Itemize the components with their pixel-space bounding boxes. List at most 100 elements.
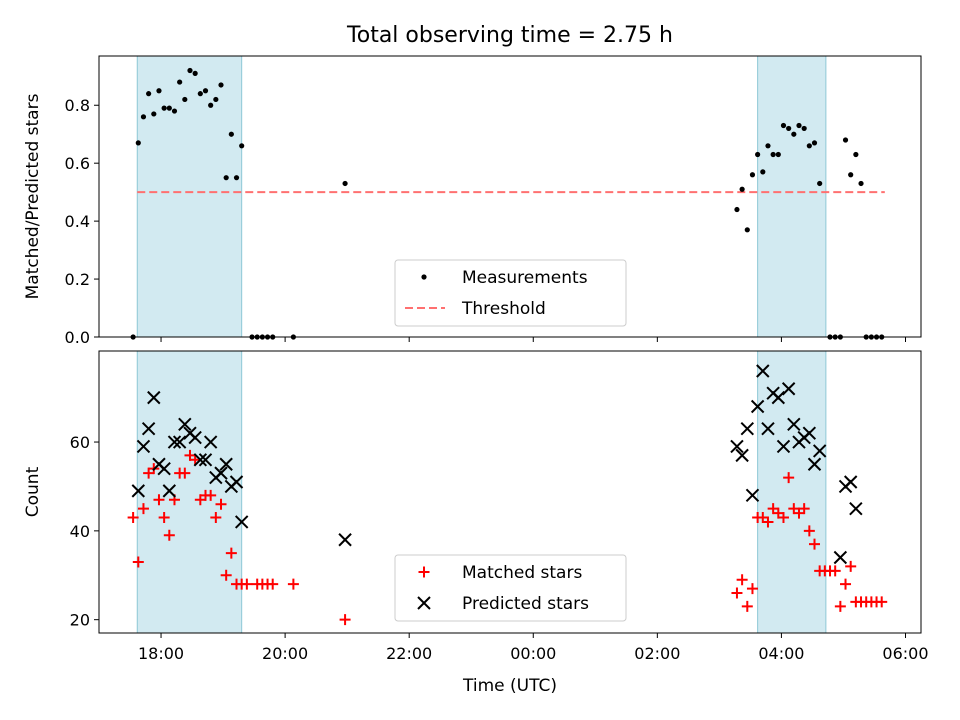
measurement-point — [806, 143, 812, 149]
predicted-star-point — [162, 484, 177, 498]
matched-star-point — [803, 525, 815, 537]
y-tick-label: 0.8 — [65, 96, 90, 115]
matched-star-point — [731, 587, 743, 599]
measurement-point — [775, 151, 781, 158]
measurement-point — [749, 172, 756, 178]
measurement-point — [770, 151, 776, 158]
measurement-point — [734, 206, 740, 213]
measurement-point — [171, 108, 178, 114]
matched-star-point — [189, 454, 201, 466]
matched-star-point — [783, 472, 795, 484]
y-tick-label: 60 — [70, 433, 90, 452]
measurement-point — [817, 180, 823, 187]
y-tick-label: 40 — [70, 522, 90, 541]
matched-star-point — [267, 578, 279, 590]
ratio-panel: 0.0 0.2 0.4 0.6 0.8 Matched/Predicted stars Me… — [23, 55, 922, 347]
predicted-star-point — [141, 422, 156, 436]
x-tick-label: 00:00 — [510, 644, 556, 663]
measurement-point — [239, 143, 245, 149]
measurement-point — [161, 105, 167, 111]
measurement-point — [202, 88, 209, 94]
x-axis-label: Time (UTC) — [462, 676, 557, 696]
measurement-point — [146, 91, 152, 97]
predicted-star-point — [214, 466, 228, 480]
measurement-point — [811, 140, 818, 146]
predicted-star-point — [167, 435, 182, 449]
measurement-point — [744, 227, 750, 233]
y-tick-label: 0.2 — [65, 270, 90, 289]
predicted-star-point — [849, 501, 863, 516]
observing-window-band — [757, 350, 827, 634]
predicted-star-point — [131, 484, 145, 498]
x-tick-label: 20:00 — [262, 644, 308, 663]
y-axis-label: Matched/Predicted stars — [23, 93, 43, 299]
predicted-star-point — [833, 550, 848, 565]
predicted-star-point — [807, 457, 822, 471]
legend-box — [394, 259, 627, 327]
y-tick-label: 0.0 — [65, 328, 90, 347]
matched-star-point — [163, 529, 175, 541]
legend-marker-matched — [418, 566, 430, 578]
matched-star-point — [840, 578, 852, 590]
matched-star-point — [137, 503, 149, 515]
x-tick-label: 22:00 — [386, 644, 432, 663]
predicted-star-point — [136, 439, 151, 454]
predicted-star-point — [193, 453, 208, 467]
legend-label: Predicted stars — [462, 594, 589, 614]
measurement-point — [853, 151, 859, 158]
measurement-point — [187, 67, 193, 74]
matched-star-point — [215, 498, 227, 510]
measurement-point — [213, 96, 219, 103]
predicted-star-point — [219, 457, 233, 471]
measurement-point — [739, 186, 745, 192]
legend-marker-predicted — [417, 596, 431, 610]
predicted-star-point — [761, 422, 775, 436]
measurement-point — [780, 122, 787, 129]
x-tick-label: 04:00 — [758, 644, 804, 663]
predicted-star-point — [812, 444, 827, 458]
predicted-star-point — [745, 488, 760, 503]
count-panel: 20 40 60 18:00 20:00 22:00 00:00 02:00 04:00 06:0… — [23, 350, 929, 663]
measurement-point — [796, 122, 802, 129]
measurement-point — [228, 131, 234, 137]
y-tick-label: 0.4 — [65, 212, 90, 231]
predicted-star-point — [730, 439, 744, 454]
measurement-point — [786, 125, 792, 132]
matched-star-point — [339, 614, 351, 626]
matched-star-point — [287, 578, 299, 590]
predicted-star-point — [178, 417, 192, 431]
matched-star-point — [225, 547, 237, 559]
legend-box — [394, 554, 627, 622]
predicted-star-point — [802, 426, 817, 440]
measurement-point — [760, 169, 766, 175]
measurement-point — [156, 88, 162, 94]
legend-label: Measurements — [462, 268, 588, 288]
matched-star-point — [736, 574, 748, 586]
y-tick-label: 0.6 — [65, 154, 90, 173]
predicted-star-point — [750, 399, 765, 414]
measurement-point — [182, 96, 188, 103]
matched-star-point — [220, 569, 232, 581]
matched-star-point — [876, 596, 888, 608]
observing-window-band — [136, 55, 243, 338]
measurement-point — [177, 79, 183, 85]
measurement-point — [223, 175, 229, 181]
measurement-point — [135, 140, 141, 146]
y-axis-label: Count — [23, 466, 43, 517]
matched-star-point — [205, 489, 217, 501]
matched-star-point — [829, 565, 841, 577]
predicted-star-point — [188, 430, 202, 445]
measurement-point — [197, 91, 203, 97]
matched-star-point — [179, 467, 191, 479]
predicted-star-point — [234, 515, 249, 529]
legend-label: Threshold — [461, 299, 546, 319]
observing-window-band — [757, 55, 827, 338]
predicted-star-point — [776, 439, 791, 454]
measurement-point — [842, 137, 849, 143]
matched-star-point — [210, 512, 222, 524]
measurement-point — [208, 102, 214, 108]
predicted-star-point — [147, 390, 161, 405]
x-tick-label: 06:00 — [882, 644, 928, 663]
axes-frame — [98, 350, 922, 634]
predicted-star-point — [771, 390, 786, 405]
